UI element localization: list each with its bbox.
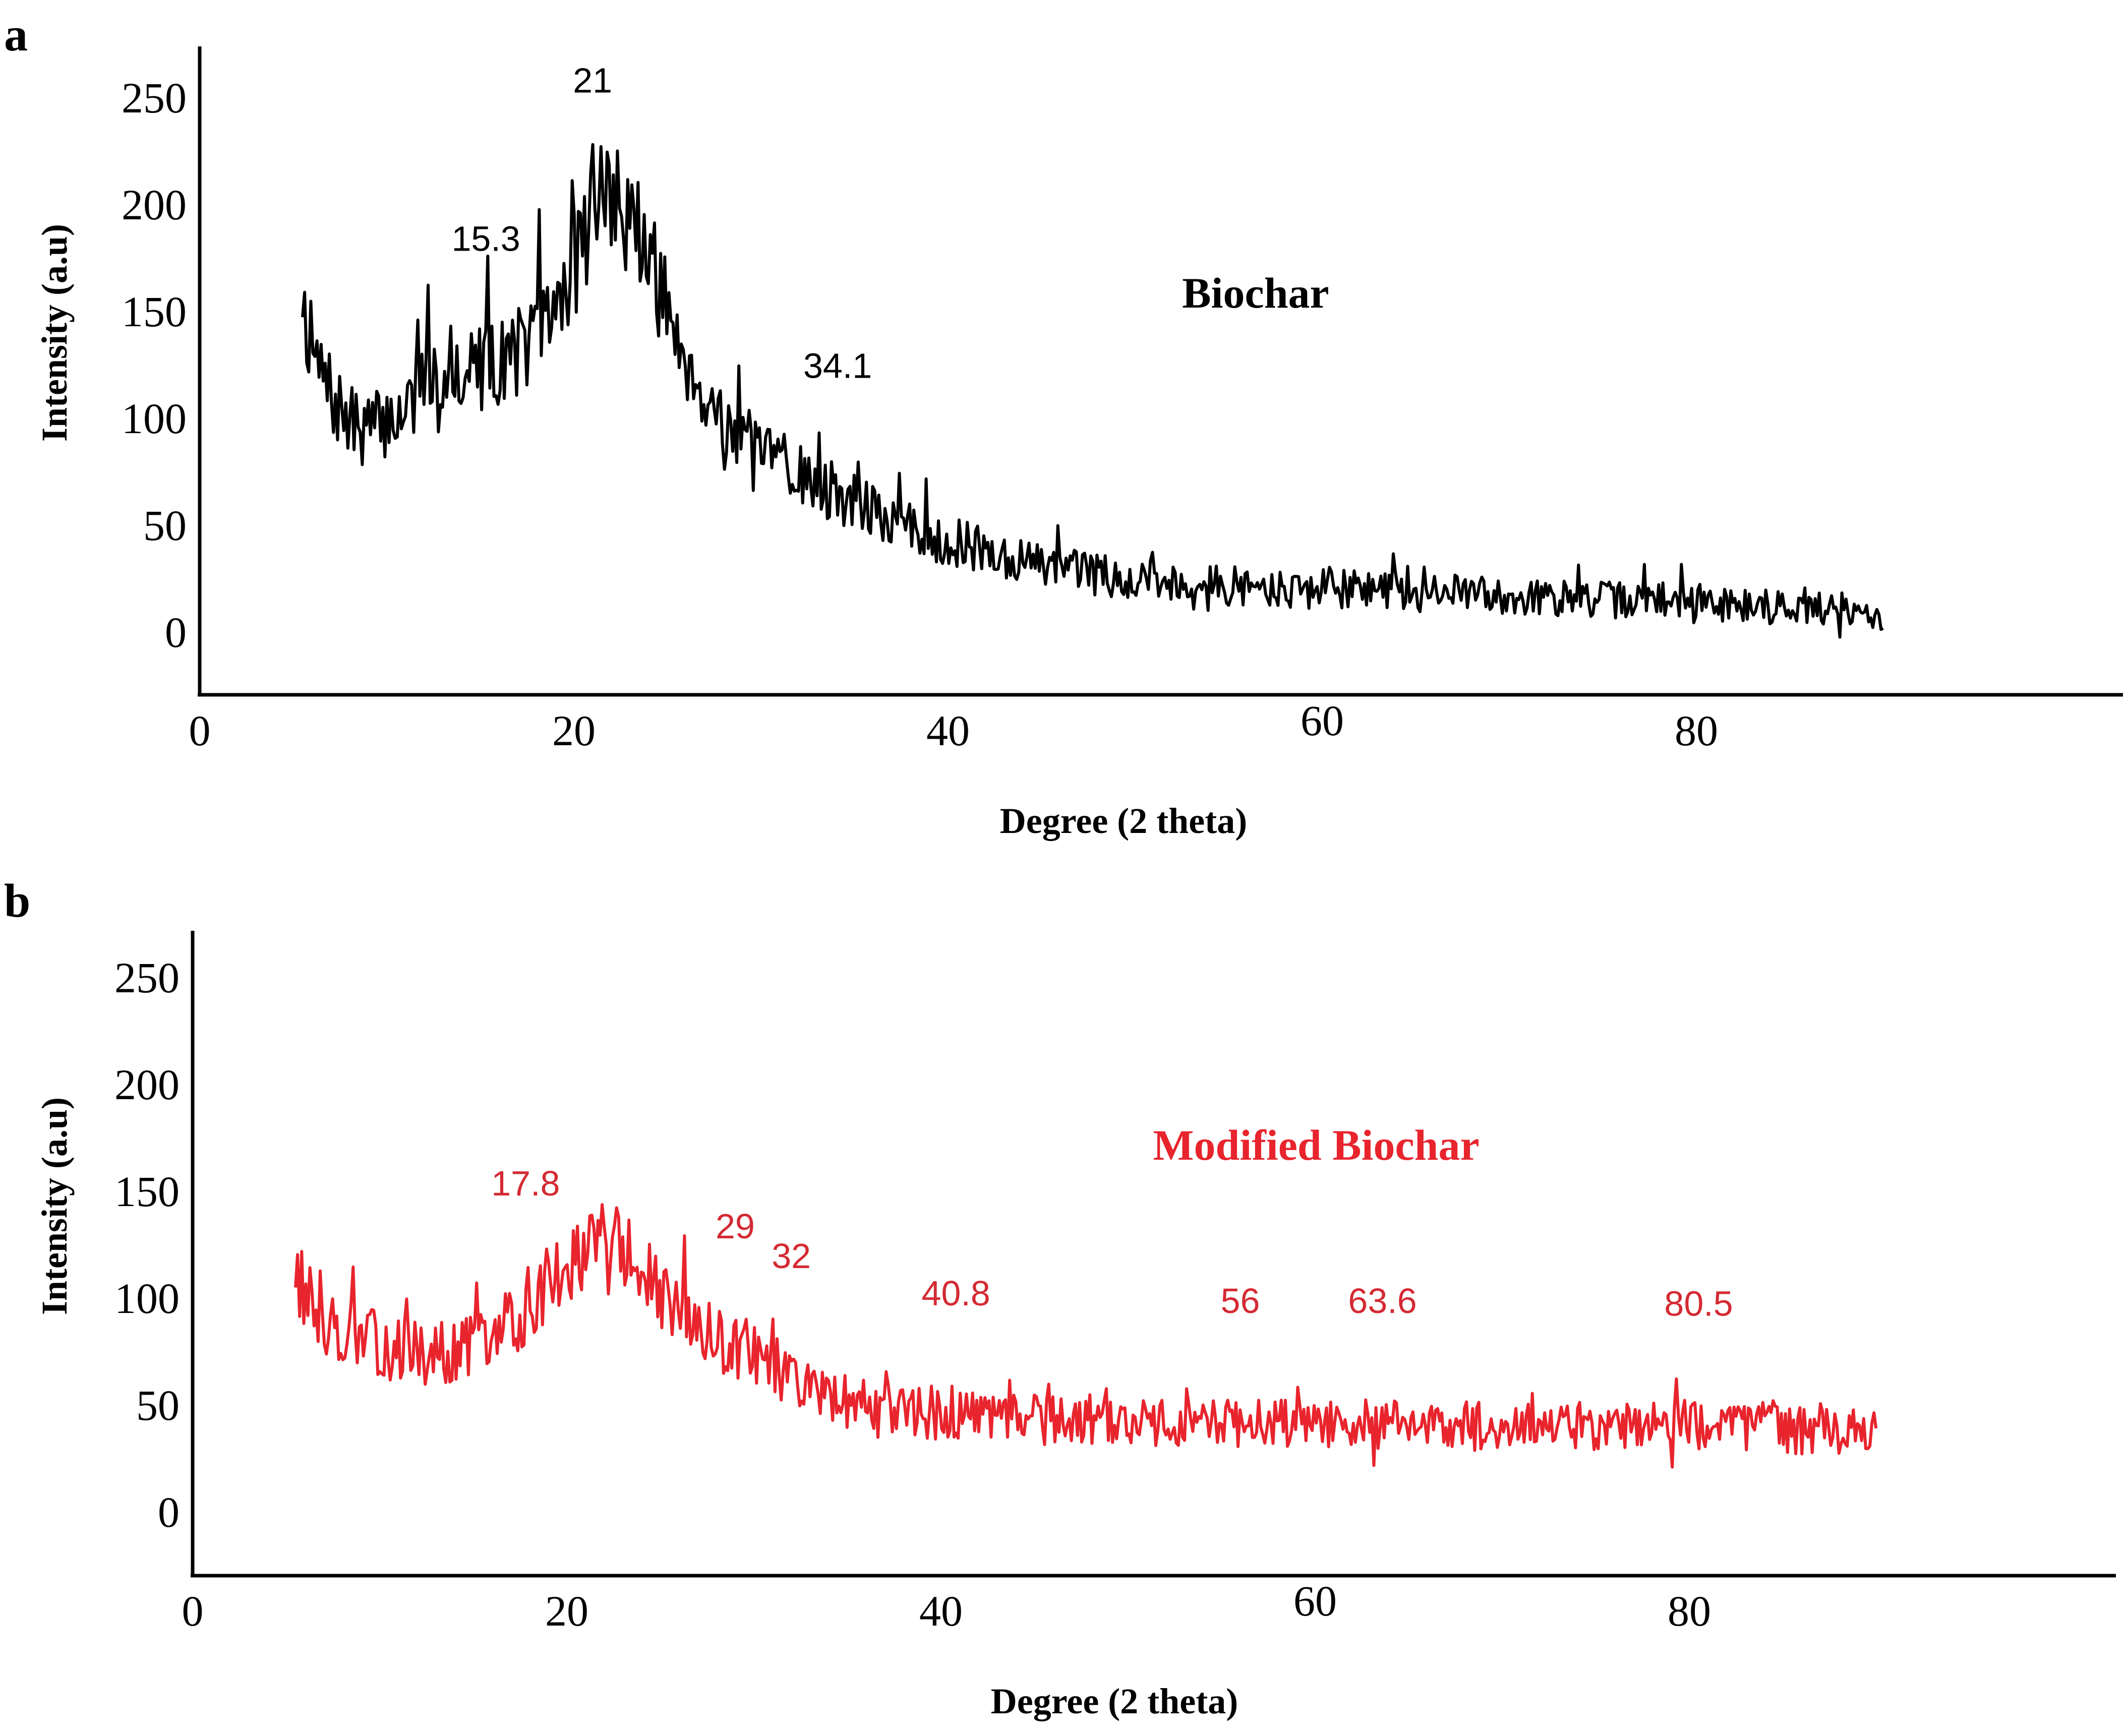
panel-a-x-tick: 0 — [189, 706, 211, 755]
panel-b-y-tick: 50 — [136, 1381, 180, 1429]
panel-a-x-tick: 40 — [926, 706, 970, 755]
panel-b-x-tick: 0 — [182, 1587, 204, 1635]
panel-b-y-tick-labels: 0 50 100 150 200 250 — [114, 953, 180, 1536]
panel-a-series-line — [301, 143, 1884, 639]
panel-b-y-tick: 200 — [114, 1060, 180, 1109]
panel-a-y-tick: 200 — [122, 181, 187, 229]
panel-a-y-tick: 50 — [143, 501, 187, 550]
panel-a-y-tick: 250 — [122, 74, 187, 122]
panel-a: a 0 50 100 150 200 250 0 20 40 60 80 Deg… — [4, 9, 2123, 841]
panel-a-x-tick: 60 — [1301, 696, 1344, 745]
panel-b-series-label: Modified Biochar — [1153, 1121, 1479, 1169]
panel-b-y-axis-title: Intensity (a.u) — [34, 1097, 75, 1315]
panel-a-y-tick: 150 — [122, 287, 187, 336]
panel-a-x-axis-title: Degree (2 theta) — [1000, 801, 1247, 841]
peak-label-40-8: 40.8 — [922, 1274, 990, 1313]
peak-label-17-8: 17.8 — [491, 1164, 560, 1203]
panel-b-x-tick: 40 — [919, 1587, 963, 1635]
panel-b-y-tick: 250 — [114, 953, 180, 1002]
panel-a-y-tick-labels: 0 50 100 150 200 250 — [122, 74, 187, 656]
panel-b-x-axis-title: Degree (2 theta) — [991, 1681, 1238, 1721]
panel-b-x-tick: 80 — [1668, 1587, 1711, 1635]
peak-label-15-3: 15.3 — [452, 219, 520, 259]
panel-a-x-tick-labels: 0 20 40 60 80 — [189, 696, 1719, 755]
panel-b-series-line — [294, 1203, 1878, 1469]
peak-label-63-6: 63.6 — [1348, 1281, 1416, 1321]
panel-a-y-axis-title: Intensity (a.u) — [34, 224, 75, 442]
peak-label-29: 29 — [716, 1207, 755, 1246]
panel-a-series-label: Biochar — [1182, 269, 1329, 317]
peak-label-34-1: 34.1 — [803, 346, 872, 386]
peak-label-21: 21 — [573, 61, 612, 100]
panel-b: b 0 50 100 150 200 250 0 20 40 60 80 Deg… — [4, 875, 2116, 1721]
panel-b-y-tick: 150 — [114, 1167, 180, 1216]
panel-a-peak-labels: 15.3 21 34.1 — [452, 61, 872, 385]
panel-a-x-tick: 20 — [552, 706, 596, 755]
panel-b-y-tick: 0 — [158, 1488, 180, 1536]
panel-b-y-tick: 100 — [114, 1274, 180, 1323]
peak-label-80-5: 80.5 — [1664, 1284, 1733, 1323]
panel-a-y-tick: 100 — [122, 394, 187, 443]
peak-label-32: 32 — [772, 1236, 811, 1276]
panel-b-x-tick: 60 — [1293, 1577, 1337, 1625]
panel-a-letter: a — [4, 9, 28, 61]
panel-b-peak-labels: 17.8 29 32 40.8 56 63.6 80.5 — [491, 1164, 1733, 1324]
panel-b-letter: b — [4, 875, 30, 927]
panel-a-x-tick: 80 — [1675, 706, 1718, 755]
panel-b-x-tick: 20 — [545, 1587, 588, 1635]
panel-a-y-tick: 0 — [165, 608, 187, 656]
panel-b-x-tick-labels: 0 20 40 60 80 — [182, 1577, 1711, 1635]
peak-label-56: 56 — [1221, 1281, 1260, 1321]
